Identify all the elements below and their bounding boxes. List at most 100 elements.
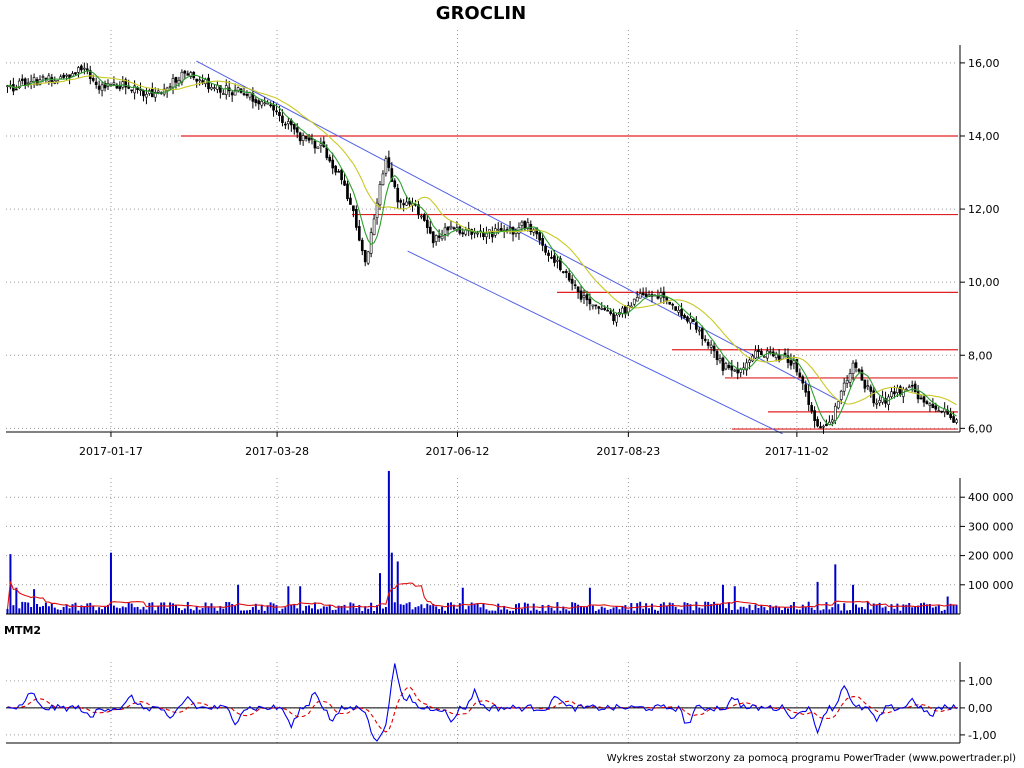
volume-bar — [591, 605, 594, 614]
volume-y-tick-label: 200 000 — [968, 550, 1014, 563]
candle-body — [171, 78, 175, 88]
candle-body — [597, 306, 601, 309]
volume-bar — [384, 607, 387, 614]
candle-body — [677, 309, 680, 313]
volume-bar — [943, 609, 946, 614]
volume-panel: 100 000 200 000 300 000 400 000 — [6, 470, 1014, 615]
candle-body — [6, 85, 9, 87]
volume-bar — [80, 605, 83, 614]
volume-bar — [325, 606, 328, 614]
candle-body — [443, 227, 447, 235]
volume-bar — [719, 604, 721, 614]
price-x-tick-label: 2017-11-02 — [765, 445, 829, 458]
candle-body — [213, 87, 216, 89]
volume-bar — [458, 603, 461, 614]
candle-body — [292, 124, 296, 130]
candle-body — [686, 316, 689, 322]
candle-body — [730, 365, 734, 371]
volume-bar — [107, 604, 109, 614]
volume-bar — [177, 607, 180, 614]
candle-body — [836, 401, 840, 409]
candle-body — [910, 384, 914, 387]
volume-bar — [50, 603, 53, 614]
volume-bar — [748, 604, 751, 614]
volume-bar — [662, 602, 665, 614]
volume-bar — [698, 607, 701, 614]
volume-bar — [896, 603, 899, 614]
candle-body — [23, 78, 27, 86]
volume-bar — [39, 606, 41, 614]
candle-body — [674, 306, 677, 311]
volume-bar — [145, 609, 148, 614]
volume-bar — [24, 602, 27, 614]
candle-body — [600, 307, 604, 310]
volume-bar — [452, 604, 455, 614]
candle-body — [638, 293, 642, 299]
volume-bar — [917, 605, 920, 614]
volume-bar — [857, 607, 860, 614]
candle-body — [632, 298, 636, 305]
candle-body — [301, 135, 305, 141]
mtm-y-tick-label: -1,00 — [968, 729, 996, 742]
candle-body — [594, 304, 598, 307]
volume-bar — [730, 609, 733, 614]
candle-body — [337, 171, 340, 173]
candle-body — [878, 400, 881, 404]
volume-bar — [248, 609, 251, 614]
volume-bar — [296, 608, 299, 614]
volume-bar — [642, 608, 645, 614]
candle-body — [446, 226, 450, 231]
volume-bar — [349, 602, 352, 614]
volume-bar — [766, 610, 769, 614]
volume-bar — [136, 606, 139, 614]
price-y-ticks: 6,00 8,00 10,00 12,00 14,00 16,00 — [960, 57, 1000, 435]
candle-body — [233, 89, 237, 96]
candle-body — [680, 308, 683, 317]
candle-body — [343, 180, 346, 186]
candle-body — [393, 180, 397, 188]
volume-bar — [911, 607, 914, 614]
candle-body — [807, 391, 811, 405]
candle-body — [281, 115, 284, 123]
volume-bar — [485, 609, 488, 614]
candle-body — [287, 121, 290, 125]
volume-bar — [949, 603, 952, 614]
volume-bar — [479, 607, 482, 614]
candle-body — [349, 197, 352, 205]
candle-body — [124, 79, 128, 88]
candle-body — [854, 362, 858, 368]
volume-bar — [65, 604, 68, 614]
volume-bar — [825, 602, 828, 614]
volume-bar — [275, 605, 278, 614]
candle-body — [425, 219, 429, 228]
volume-bar — [6, 608, 9, 614]
candle-body — [263, 102, 267, 105]
volume-bar — [157, 605, 160, 614]
candle-body — [91, 78, 95, 81]
volume-bar — [243, 610, 245, 614]
mtm-momentum-line — [7, 663, 957, 742]
volume-bar — [686, 603, 689, 614]
volume-bar — [656, 610, 659, 614]
candle-body — [100, 84, 104, 91]
volume-bar — [751, 610, 754, 614]
candle-body — [644, 293, 648, 297]
volume-bar — [721, 584, 724, 614]
candle-body — [573, 284, 577, 287]
candle-body — [612, 313, 615, 322]
volume-bar — [668, 602, 671, 614]
candle-body — [260, 101, 264, 106]
candle-body — [360, 239, 364, 252]
candle-body — [588, 298, 592, 305]
mtm-y-ticks: -1,00 0,00 1,00 — [960, 675, 996, 742]
volume-bar — [878, 602, 881, 614]
candle-body — [230, 92, 234, 96]
candle-body — [352, 205, 355, 212]
volume-bar — [757, 607, 760, 614]
candle-body — [118, 86, 122, 90]
candle-body — [689, 318, 692, 324]
mtm-panel-label: MTM2 — [4, 624, 41, 637]
volume-bar — [56, 609, 59, 614]
volume-bar — [633, 610, 636, 614]
